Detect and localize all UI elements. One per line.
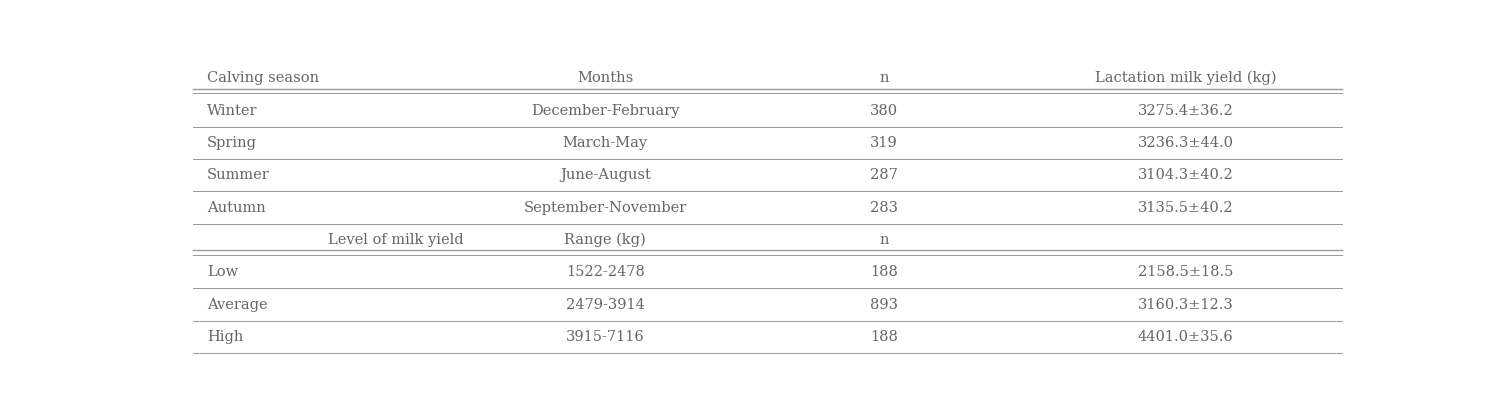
Text: March-May: March-May — [563, 136, 647, 150]
Text: 893: 893 — [870, 298, 897, 312]
Text: 3915-7116: 3915-7116 — [566, 330, 644, 344]
Text: Low: Low — [207, 265, 238, 279]
Text: December-February: December-February — [530, 104, 680, 118]
Text: 3160.3±12.3: 3160.3±12.3 — [1138, 298, 1233, 312]
Text: 2158.5±18.5: 2158.5±18.5 — [1138, 265, 1233, 279]
Text: 3236.3±44.0: 3236.3±44.0 — [1137, 136, 1234, 150]
Text: High: High — [207, 330, 243, 344]
Text: 188: 188 — [870, 330, 897, 344]
Text: 3104.3±40.2: 3104.3±40.2 — [1138, 168, 1233, 182]
Text: 188: 188 — [870, 265, 897, 279]
Text: Calving season: Calving season — [207, 71, 319, 85]
Text: Lactation milk yield (kg): Lactation milk yield (kg) — [1095, 71, 1276, 85]
Text: June-August: June-August — [560, 168, 650, 182]
Text: n: n — [879, 233, 888, 247]
Text: Autumn: Autumn — [207, 201, 265, 215]
Text: 319: 319 — [870, 136, 897, 150]
Text: 3275.4±36.2: 3275.4±36.2 — [1138, 104, 1233, 118]
Text: 283: 283 — [870, 201, 897, 215]
Text: Months: Months — [577, 71, 634, 85]
Text: n: n — [879, 71, 888, 85]
Text: 287: 287 — [870, 168, 897, 182]
Text: Summer: Summer — [207, 168, 270, 182]
Text: Level of milk yield: Level of milk yield — [328, 233, 464, 247]
Text: 380: 380 — [870, 104, 897, 118]
Text: 4401.0±35.6: 4401.0±35.6 — [1138, 330, 1233, 344]
Text: 3135.5±40.2: 3135.5±40.2 — [1138, 201, 1233, 215]
Text: 2479-3914: 2479-3914 — [566, 298, 644, 312]
Text: Range (kg): Range (kg) — [565, 233, 646, 247]
Text: 1522-2478: 1522-2478 — [566, 265, 644, 279]
Text: Average: Average — [207, 298, 268, 312]
Text: Spring: Spring — [207, 136, 258, 150]
Text: September-November: September-November — [524, 201, 686, 215]
Text: Winter: Winter — [207, 104, 258, 118]
